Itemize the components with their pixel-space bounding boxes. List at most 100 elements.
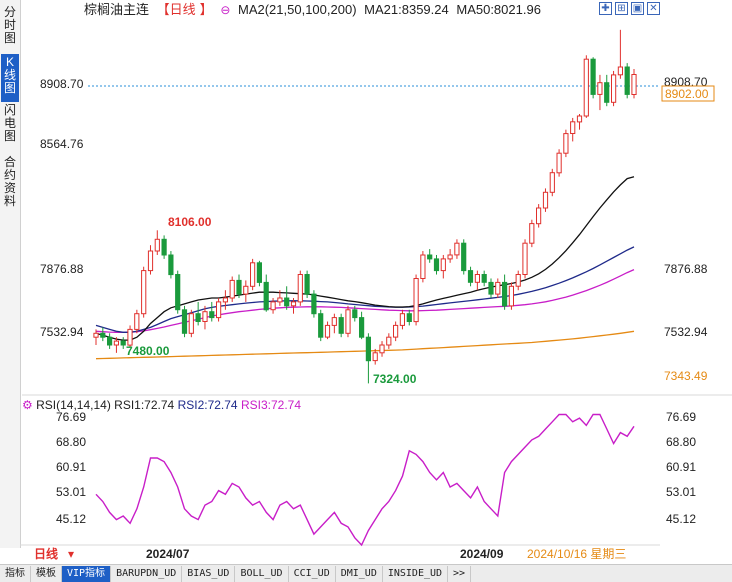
candle — [440, 258, 446, 272]
price-tick-left-3: 7876.88 — [40, 262, 84, 276]
candle — [433, 258, 440, 272]
ma21-value: MA21:8359.24 — [364, 2, 449, 17]
tab-time-sharing-label: 分时图 — [3, 5, 16, 45]
candle — [284, 297, 290, 307]
chart-grid — [20, 85, 732, 546]
chevron-down-icon[interactable]: ▾ — [68, 547, 75, 561]
candle — [216, 301, 222, 319]
timebar-period[interactable]: 日线 — [34, 547, 59, 561]
ma-params: MA2(21,50,100,200) — [238, 2, 357, 17]
rsi-tick-left-2: 68.80 — [56, 435, 86, 449]
candle — [406, 313, 412, 323]
rsi-header: ⚙ RSI(14,14,14) RSI1:72.74 RSI2:72.74 RS… — [22, 398, 301, 412]
candle — [352, 309, 358, 319]
ma200-value-label: 7343.49 — [664, 369, 708, 383]
candle — [256, 262, 262, 283]
rsi-label: RSI(14,14,14) — [36, 398, 111, 412]
candle — [338, 317, 344, 334]
candle — [93, 332, 99, 338]
date-tick-1: 2024/07 — [146, 547, 190, 561]
minus-circle-icon[interactable]: ⊖ — [220, 3, 231, 17]
tab-bias[interactable]: BIAS_UD — [182, 566, 236, 582]
rsi-tick-right-5: 45.12 — [666, 512, 696, 526]
candle — [515, 274, 521, 287]
candles-layer — [93, 29, 637, 384]
candle — [168, 254, 174, 276]
candle — [175, 274, 181, 311]
tab-flash-chart-label: 闪电图 — [3, 103, 16, 143]
current-price-box — [661, 85, 715, 102]
rsi2-value: RSI2:72.74 — [177, 398, 238, 412]
candle — [427, 254, 433, 260]
crosshair-icon[interactable]: ✚ — [599, 2, 612, 15]
candle — [399, 313, 405, 326]
candle — [522, 242, 528, 275]
chart-header: 棕榈油主连 【日线】 ⊖ MA2(21,50,100,200) MA21:835… — [84, 0, 545, 20]
candle — [597, 82, 603, 95]
candle — [481, 274, 487, 283]
candle — [420, 254, 426, 279]
tab-dmi[interactable]: DMI_UD — [336, 566, 383, 582]
tab-flash-chart[interactable]: 闪电图 — [1, 102, 19, 152]
tab-inside[interactable]: INSIDE_UD — [383, 566, 449, 582]
moving-averages — [95, 176, 635, 360]
tab-barupdn[interactable]: BARUPDN_UD — [111, 566, 183, 582]
candle — [324, 324, 331, 338]
candle — [161, 238, 167, 256]
candle — [290, 301, 297, 307]
tab-kline-label: K线图 — [3, 55, 16, 95]
candle — [617, 66, 623, 76]
rsi-tick-left-4: 53.01 — [56, 485, 86, 499]
rsi1-value: RSI1:72.74 — [114, 398, 175, 412]
candle — [120, 340, 126, 346]
tab-template[interactable]: 模板 — [31, 566, 62, 582]
tab-contract-info[interactable]: 合约资料 — [1, 154, 19, 216]
period-selector[interactable]: 【日线】 — [156, 2, 213, 17]
candle — [536, 207, 542, 225]
date-tick-2: 2024/09 — [460, 547, 504, 561]
candle — [147, 250, 154, 272]
ma200-line — [95, 330, 635, 360]
candle — [141, 270, 147, 315]
candle — [277, 297, 283, 303]
rsi-tick-right-2: 68.80 — [666, 435, 696, 449]
candle — [556, 152, 562, 174]
tab-indicator[interactable]: 指标 — [0, 566, 31, 582]
candle — [393, 324, 399, 338]
candle — [359, 317, 365, 338]
candle — [379, 344, 385, 354]
current-price-label: 8902.00 — [665, 87, 709, 101]
price-tick-left-2: 8564.76 — [40, 137, 84, 151]
candle — [454, 242, 460, 256]
candle — [631, 74, 637, 95]
candle — [502, 281, 508, 307]
candle — [624, 66, 630, 95]
rsi-tick-left-1: 76.69 — [56, 410, 86, 424]
rsi-tick-left-3: 60.91 — [56, 460, 86, 474]
candle — [570, 121, 576, 135]
candle — [372, 352, 378, 362]
candle — [188, 313, 194, 334]
price-tick-right-2: 7876.88 — [664, 262, 708, 276]
tab-vip-indicator[interactable]: VIP指标 — [62, 566, 112, 582]
tab-boll[interactable]: BOLL_UD — [235, 566, 289, 582]
image-icon[interactable]: ▣ — [631, 2, 644, 15]
tab-more[interactable]: >> — [448, 566, 472, 582]
settings-icon[interactable]: ⚙ — [22, 398, 33, 412]
candle — [202, 311, 208, 323]
candle — [345, 309, 351, 334]
ma21-line — [95, 176, 635, 341]
tab-time-sharing[interactable]: 分时图 — [1, 4, 19, 54]
close-icon[interactable]: ✕ — [647, 2, 660, 15]
candle — [611, 74, 617, 103]
candle — [386, 336, 392, 346]
candle — [236, 279, 242, 295]
tab-cci[interactable]: CCI_UD — [289, 566, 336, 582]
candle — [134, 313, 140, 330]
candle — [583, 58, 589, 117]
tab-kline[interactable]: K线图 — [1, 54, 19, 102]
candle — [270, 301, 276, 311]
annotation-low-1: 7480.00 — [126, 344, 170, 358]
axis-labels: 8908.70 8564.76 7876.88 7532.94 8908.70 … — [40, 75, 715, 526]
grid-icon[interactable]: ⊞ — [615, 2, 628, 15]
